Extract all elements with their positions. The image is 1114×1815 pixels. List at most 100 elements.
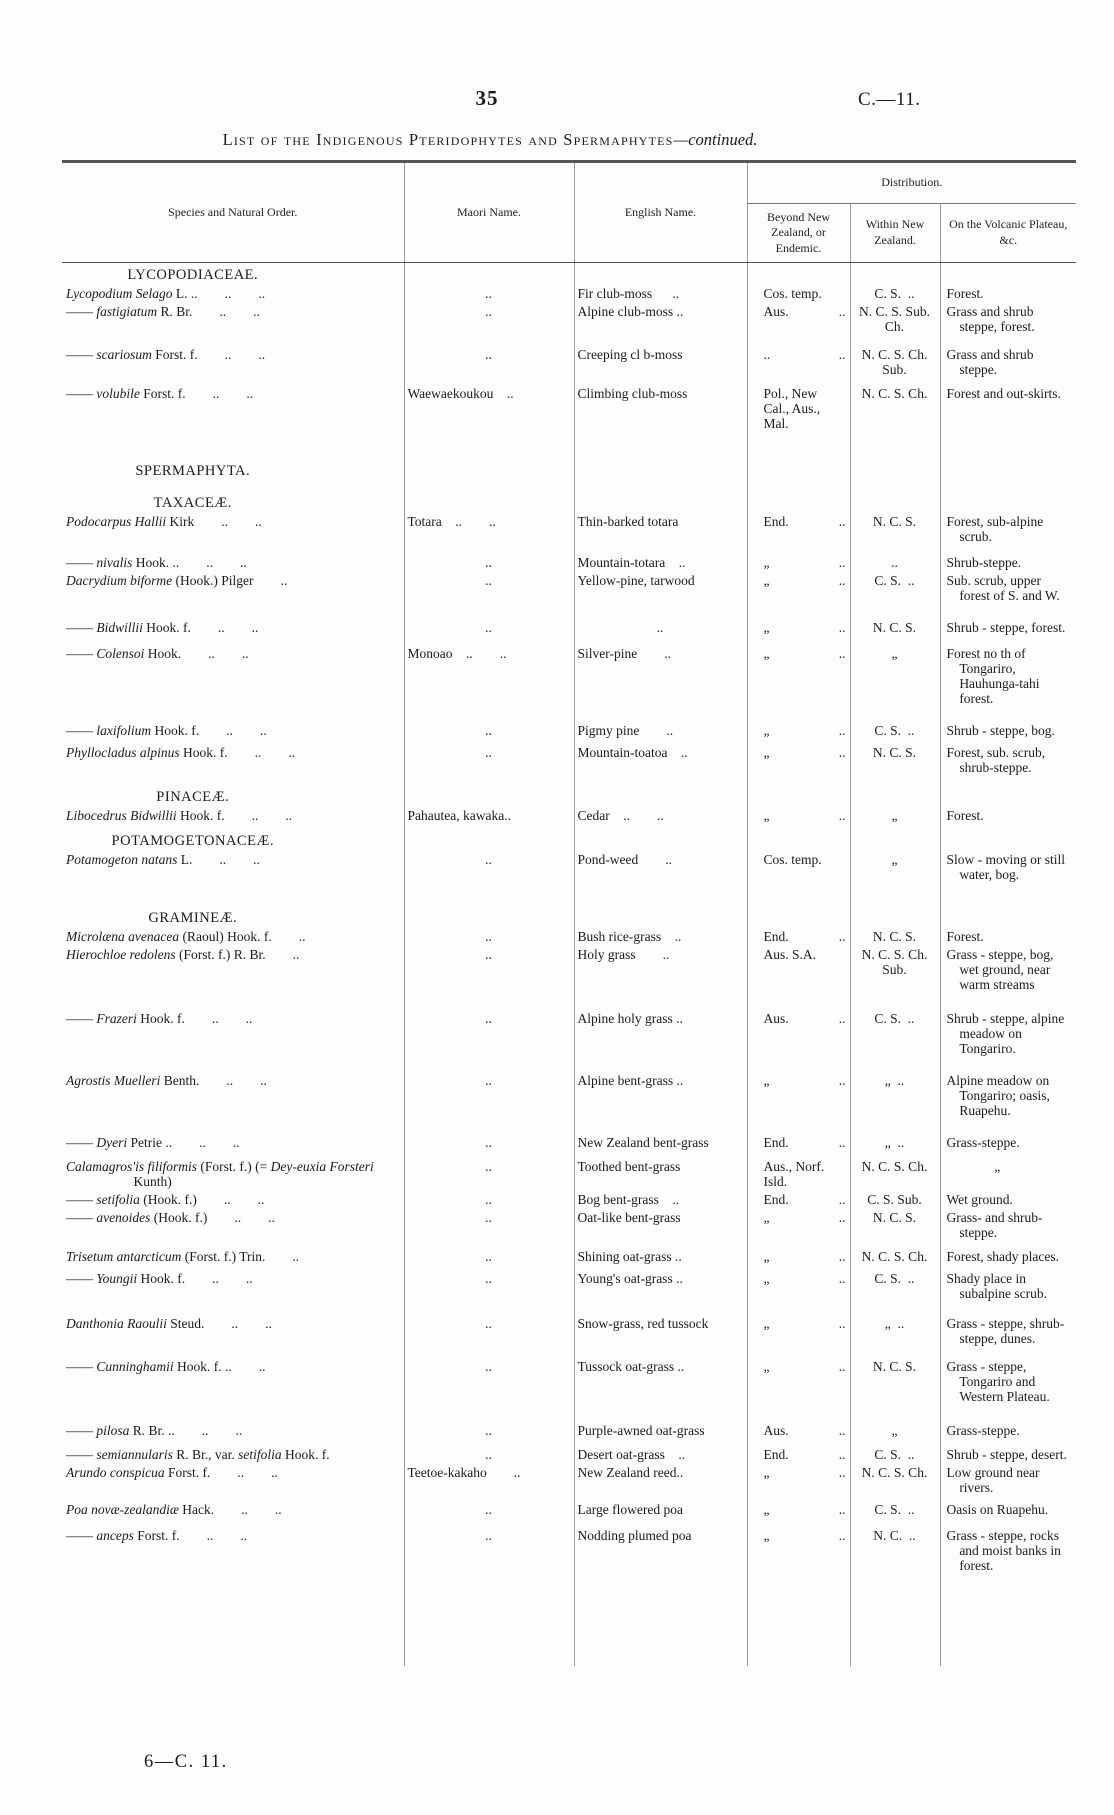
within-nz-cell: N. C. S. (849, 1209, 940, 1242)
beyond-nz-cell: Aus... (746, 1406, 850, 1440)
maori-name-cell (403, 884, 574, 928)
english-name: Yellow-pine, tarwood (577, 573, 695, 588)
header-beyond-nz: Beyond New Zealand, or Endemic. (746, 203, 850, 263)
volcanic-plateau-cell (939, 262, 1076, 285)
english-name: Nodding plumed poa (577, 1528, 692, 1543)
beyond-nz-cell: „.. (746, 1519, 850, 1575)
english-name-cell: Mountain-toatoa .. (573, 740, 747, 777)
maori-name: .. (485, 1135, 492, 1150)
volcanic-plateau-cell: Forest, sub. scrub, shrub-steppe. (939, 740, 1076, 777)
maori-name: .. (485, 347, 492, 362)
within-nz-value: N. C. S. Sub. Ch. (859, 304, 930, 334)
species-row: —— anceps Forst. f. .. .... Nodding plume… (62, 1519, 1076, 1575)
english-name-cell: Climbing club-moss (573, 379, 747, 433)
beyond-nz-text: Pol., New Cal., Aus., Mal. (763, 386, 821, 431)
species-name-italic: semiannularis (93, 1447, 173, 1462)
species-name-italic: setifolia (93, 1192, 140, 1207)
species-name-italic: Arundo conspicua (66, 1465, 165, 1480)
within-nz-cell: N. C. S. Ch. Sub. (849, 336, 940, 379)
english-name-cell: Large flowered poa (573, 1497, 747, 1519)
within-nz-value: N. C. S. Ch. (861, 386, 928, 401)
within-nz-cell: „ .. (849, 1120, 940, 1152)
english-name: Thin-barked totara (577, 514, 679, 529)
species-row: —— Colensoi Hook. .. .. Monoao .. .. Silve… (62, 637, 1076, 708)
volcanic-plateau-cell: Forest. (939, 285, 1076, 303)
species-row: —— Bidwillii Hook. f. .. ...... „.. N. C. … (62, 605, 1076, 637)
beyond-nz-text: Aus. S.A. (763, 947, 817, 962)
beyond-nz-text: Aus. (763, 304, 789, 319)
maori-name: Totara .. .. (407, 514, 496, 529)
volcanic-plateau-cell: Shady place in subalpine scrub. (939, 1266, 1076, 1303)
beyond-nz-text: „ (763, 1502, 770, 1517)
dot-leaders: .. (838, 347, 846, 362)
volcanic-plateau-value: Alpine meadow on Tongariro; oasis, Ruape… (946, 1073, 1050, 1118)
species-name-roman: —— (66, 1528, 93, 1543)
within-nz-value: N. C. S. (872, 929, 917, 944)
species-name: —— volubile Forst. f. .. .. (66, 386, 390, 401)
maori-name-cell: .. (403, 1303, 574, 1348)
species-row: Lycopodium Selago L. .. .. .... Fir club-… (62, 285, 1076, 303)
species-name-roman: —— (66, 723, 93, 738)
beyond-nz-text: Aus., Norf. Isld. (763, 1159, 825, 1189)
maori-name: Waewaekoukou .. (407, 386, 514, 401)
species-name: —— Cunninghamii Hook. f. .. .. (66, 1359, 390, 1374)
within-nz-cell: N. C. S. Ch. (849, 1464, 940, 1497)
volcanic-plateau-cell: Grass - steppe, rocks and moist banks in… (939, 1519, 1076, 1575)
maori-name-cell (403, 262, 574, 285)
volcanic-plateau-value: Low ground near rivers. (946, 1465, 1040, 1495)
maori-name-cell: .. (403, 740, 574, 777)
english-name: .. (656, 620, 664, 635)
dot-leaders: .. .. (196, 1192, 265, 1207)
title-continued: —continued. (673, 130, 758, 149)
volcanic-plateau-value: Shrub - steppe, bog. (946, 723, 1055, 738)
beyond-nz-cell: Aus. S.A. (746, 946, 850, 994)
dot-leaders: .. .. (207, 1210, 275, 1225)
english-name-cell: Creeping cl b-moss (573, 336, 747, 379)
species-row: —— Frazeri Hook. f. .. .... Alpine holy g… (62, 994, 1076, 1058)
maori-name: .. (485, 286, 492, 301)
within-nz-cell: N. C. S. (849, 1348, 940, 1406)
dot-leaders: .. .. (204, 1316, 272, 1331)
species-name-italic: setifolia (234, 1447, 282, 1462)
english-name-cell: Cedar .. .. (573, 807, 747, 825)
maori-name-cell: Waewaekoukou .. (403, 379, 574, 433)
volcanic-plateau-value: Wet ground. (946, 1192, 1013, 1207)
beyond-nz-text: End. (763, 1135, 789, 1150)
english-name: New Zealand reed.. (577, 1465, 684, 1480)
within-nz-value: N. C. S. (872, 745, 917, 760)
dot-leaders: .. (838, 1447, 846, 1462)
english-name: Mountain-toatoa .. (577, 745, 688, 760)
maori-name: .. (485, 929, 492, 944)
beyond-nz-value: „.. (751, 1465, 846, 1480)
species-name: Lycopodium Selago L. .. .. .. (66, 286, 390, 301)
within-nz-cell: N. C. S. (849, 928, 940, 946)
beyond-nz-text: „ (763, 1316, 770, 1331)
species-row: Poa novæ-zealandiæ Hack. .. .... Large fl… (62, 1497, 1076, 1519)
maori-name-cell: .. (403, 572, 574, 605)
english-name: Fir club-moss .. (577, 286, 680, 301)
within-nz-value: „ (891, 646, 898, 661)
section-row: LYCOPODIACEAE. (62, 262, 1076, 285)
species-cell: —— Youngii Hook. f. .. .. (62, 1266, 404, 1303)
beyond-nz-value: „.. (751, 620, 846, 635)
english-name: Holy grass .. (577, 947, 670, 962)
beyond-nz-text: End. (763, 929, 789, 944)
beyond-nz-cell: „.. (746, 807, 850, 825)
dot-leaders: .. .. (199, 1073, 267, 1088)
maori-name-cell: .. (403, 1152, 574, 1191)
within-nz-cell: C. S. .. (849, 1266, 940, 1303)
maori-name-cell: .. (403, 1058, 574, 1120)
english-name: Shining oat-grass .. (577, 1249, 682, 1264)
beyond-nz-value: Aus., Norf. Isld. (751, 1159, 846, 1189)
within-nz-cell: C. S. .. (849, 994, 940, 1058)
dot-leaders: .. .. (210, 1465, 278, 1480)
volcanic-plateau-cell (939, 825, 1076, 851)
beyond-nz-cell: Pol., New Cal., Aus., Mal. (746, 379, 850, 433)
species-name-italic: laxifolium (93, 723, 152, 738)
within-nz-value: C. S. Sub. (867, 1192, 922, 1207)
section-row: SPERMAPHYTA. (62, 433, 1076, 481)
within-nz-cell: N. C. S. (849, 513, 940, 546)
maori-name: .. (485, 723, 492, 738)
section-heading: POTAMOGETONACEÆ. (111, 833, 274, 849)
beyond-nz-text: End. (763, 514, 789, 529)
